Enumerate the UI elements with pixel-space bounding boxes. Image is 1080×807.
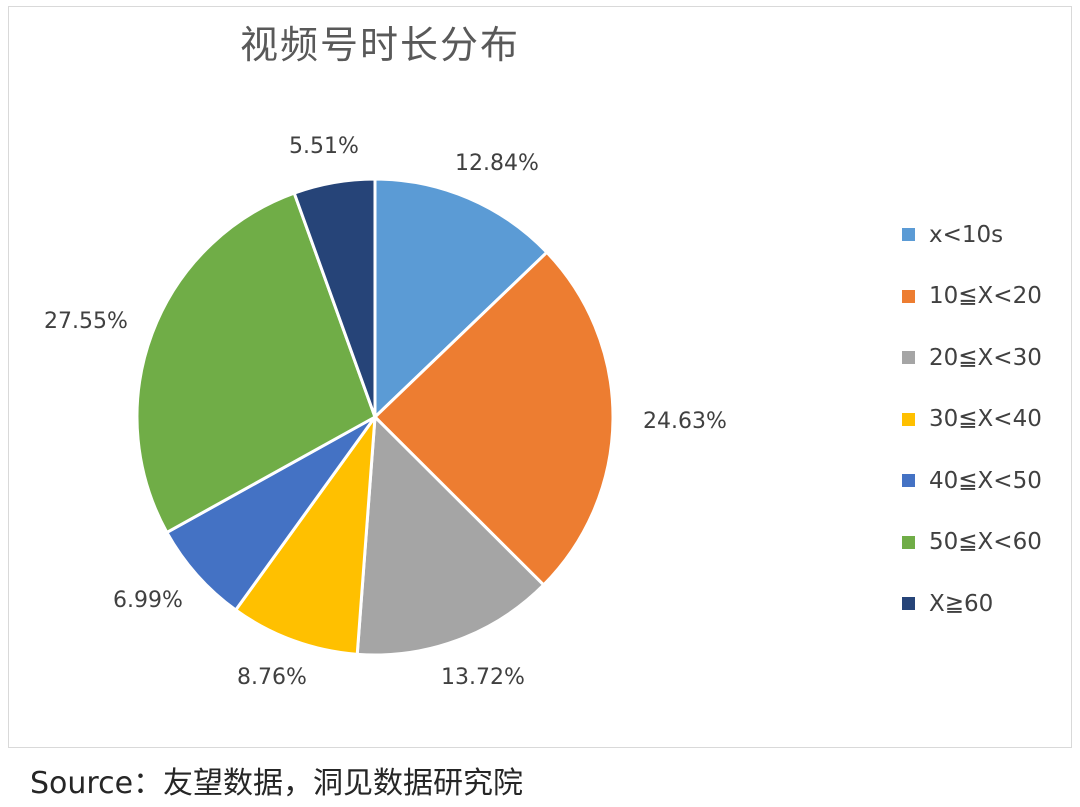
legend-item-1: x<10s — [902, 204, 1072, 266]
legend-swatch-2 — [902, 289, 915, 303]
chart-title: 视频号时长分布 — [239, 23, 520, 67]
legend-swatch-4 — [902, 412, 915, 426]
legend-item-6: 50≦X<60 — [902, 512, 1072, 574]
pie-slice-4 — [234, 415, 377, 656]
pie-slice-3 — [355, 415, 546, 657]
chart-legend: x<10s 10≦X<20 20≦X<30 30≦X<40 40≦X<50 50≦X<60… — [902, 204, 1072, 635]
data-label-7: 5.51% — [289, 134, 359, 159]
legend-label-3: 20≦X<30 — [929, 344, 1042, 371]
legend-swatch-3 — [902, 351, 915, 365]
data-label-2: 24.63% — [643, 409, 727, 434]
legend-label-6: 50≦X<60 — [929, 529, 1042, 556]
pie-slice-7 — [292, 177, 377, 419]
legend-swatch-1 — [902, 228, 915, 242]
source-note: Source：友望数据，洞见数据研究院 — [30, 766, 524, 801]
legend-swatch-5 — [902, 474, 915, 488]
legend-label-2: 10≦X<20 — [929, 283, 1042, 310]
data-label-3: 13.72% — [441, 665, 525, 690]
legend-item-7: X≧60 — [902, 573, 1072, 635]
data-label-6: 27.55% — [44, 309, 128, 334]
pie-slice-6 — [135, 191, 377, 534]
legend-label-7: X≧60 — [929, 590, 994, 617]
legend-item-2: 10≦X<20 — [902, 266, 1072, 328]
pie-slice-1 — [373, 177, 549, 419]
legend-label-5: 40≦X<50 — [929, 467, 1042, 494]
legend-item-4: 30≦X<40 — [902, 389, 1072, 451]
pie-slice-5 — [165, 415, 377, 612]
legend-swatch-6 — [902, 535, 915, 549]
data-label-5: 6.99% — [113, 588, 183, 613]
data-label-1: 12.84% — [455, 151, 539, 176]
data-label-4: 8.76% — [237, 665, 307, 690]
legend-label-4: 30≦X<40 — [929, 406, 1042, 433]
legend-swatch-7 — [902, 597, 915, 611]
legend-item-5: 40≦X<50 — [902, 450, 1072, 512]
legend-label-1: x<10s — [929, 221, 1004, 248]
pie-slice-2 — [373, 250, 615, 587]
legend-item-3: 20≦X<30 — [902, 327, 1072, 389]
